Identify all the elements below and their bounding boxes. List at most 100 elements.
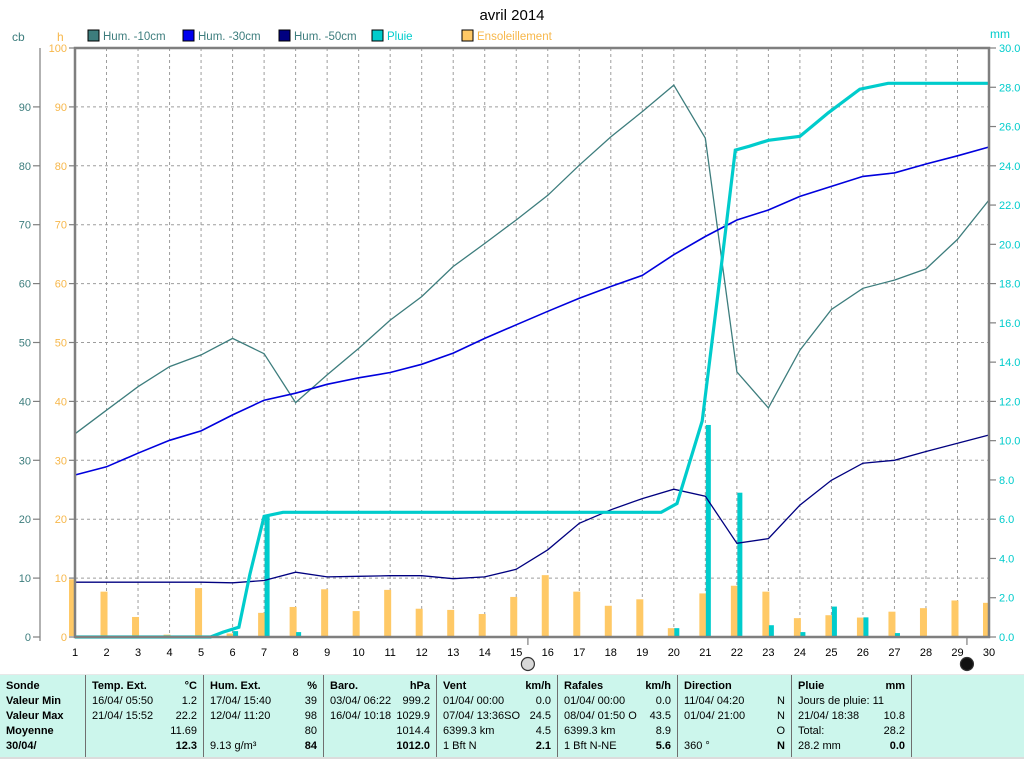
table-cell-row: 11.69 [170,725,197,737]
table-col-vent: Vent km/h 01/04/ 00:00 0.0 07/04/ 13:36SO 24.… [437,675,558,757]
table-col-header: Baro. hPa [330,680,430,692]
svg-text:0: 0 [25,632,31,644]
table-col-rafales: Rafales km/h 01/04/ 00:00 0.0 08/04/ 01:50 O… [558,675,678,757]
table-cell-row: 6399.3 km 8.9 [564,725,671,737]
svg-text:10: 10 [55,573,67,585]
table-cell-row: 01/04/ 00:00 0.0 [564,695,671,707]
svg-text:60: 60 [19,279,31,291]
legend-swatch-0 [87,29,100,42]
svg-text:14: 14 [479,647,491,659]
svg-text:16.0: 16.0 [999,318,1020,330]
svg-text:30: 30 [983,647,995,659]
table-cell-row: 80 [304,725,317,737]
table-row-header: Sonde [6,680,40,692]
moon-marker-new [959,637,975,672]
svg-text:2: 2 [103,647,109,659]
table-cell-row: 16/04/ 05:50 1.2 [92,695,197,707]
table-cell-row: Total: 28.2 [798,725,905,737]
y-axis-mm: 0.0 2.0 4.0 6.0 8.0 10.0 12.0 14.0 16.0 18.0 20.0 2… [989,43,1020,644]
svg-text:18.0: 18.0 [999,279,1020,291]
svg-text:10: 10 [19,573,31,585]
svg-text:20: 20 [55,514,67,526]
table-col-baro: Baro. hPa 03/04/ 06:22 999.2 16/04/ 10:18 102… [324,675,437,757]
legend-label-4: Ensoleillement [477,31,553,43]
axis-unit-mm: mm [990,27,1010,41]
x-axis: 1 2 3 4 5 6 7 8 9 10 11 12 13 14 15 16 17 18 19 20 21 22 23 24 2… [72,647,995,659]
legend-label-0: Hum. -10cm [103,31,166,43]
svg-text:25: 25 [825,647,837,659]
axis-unit-cb: cb [12,30,25,44]
svg-text:70: 70 [55,220,67,232]
table-col-tempext: Temp. Ext. °C 16/04/ 05:50 1.2 21/04/ 15:52 2… [86,675,204,757]
svg-text:80: 80 [55,161,67,173]
moon-marker-full [520,637,536,672]
svg-text:3: 3 [135,647,141,659]
legend-label-3: Pluie [387,31,413,43]
legend-label-1: Hum. -30cm [198,31,261,43]
table-cell-row: 1 Bft N 2.1 [443,740,551,752]
svg-text:24.0: 24.0 [999,161,1020,173]
legend-swatch-1 [182,29,195,42]
table-col-humext: Hum. Ext.% 17/04/ 15:40 39 12/04/ 11:20 98 80… [204,675,324,757]
table-col-header: Hum. Ext.% [210,680,317,692]
svg-text:22.0: 22.0 [999,200,1020,212]
legend: Hum. -10cm Hum. -30cm Hum. -50cm Pluie Ensol… [87,29,553,43]
svg-text:50: 50 [55,338,67,350]
table-col-row-headers: Sonde Valeur Min Valeur Max Moyenne 30/04/ [0,675,86,757]
table-cell-row: 01/04/ 00:00 0.0 [443,695,551,707]
svg-text:8: 8 [293,647,299,659]
legend-label-2: Hum. -50cm [294,31,357,43]
svg-text:80: 80 [19,161,31,173]
series-pluie-cumulative [75,81,989,639]
table-cell-row: Jours de pluie: 11 [798,695,885,707]
svg-text:6.0: 6.0 [999,514,1014,526]
svg-text:100: 100 [49,43,67,55]
svg-text:30: 30 [19,455,31,467]
table-cell-row: 11/04/ 04:20 N [684,695,785,707]
svg-text:19: 19 [636,647,648,659]
svg-text:10.0: 10.0 [999,436,1020,448]
table-col-header: Vent km/h [443,680,551,692]
table-cell-row: 6399.3 km 4.5 [443,725,551,737]
table-row-header: Valeur Max [6,710,64,722]
svg-text:50: 50 [19,338,31,350]
svg-text:40: 40 [55,396,67,408]
svg-text:26.0: 26.0 [999,122,1020,134]
svg-text:21: 21 [699,647,711,659]
svg-text:90: 90 [19,102,31,114]
svg-text:28.0: 28.0 [999,82,1020,94]
svg-text:30: 30 [55,455,67,467]
svg-text:11: 11 [384,647,395,659]
svg-text:12: 12 [416,647,428,659]
chart-plot: 0102030405060708090010203040506070809010… [19,29,1020,672]
svg-text:0.0: 0.0 [999,632,1014,644]
svg-text:1: 1 [72,647,78,659]
plot-frame [73,46,991,639]
chart-title: avril 2014 [479,7,544,24]
svg-text:24: 24 [794,647,806,659]
legend-swatch-3 [371,29,384,42]
svg-text:12.0: 12.0 [999,396,1020,408]
table-cell-row: 01/04/ 21:00 N [684,710,785,722]
series-hum-10cm [74,84,990,435]
svg-text:90: 90 [55,102,67,114]
svg-text:8.0: 8.0 [999,475,1014,487]
svg-text:28: 28 [920,647,932,659]
svg-text:26: 26 [857,647,869,659]
gridlines [75,48,989,637]
svg-text:13: 13 [447,647,459,659]
statistics-table: Sonde Valeur Min Valeur Max Moyenne 30/04/Te… [0,674,1024,759]
series-hum-50cm [75,434,990,584]
table-cell-row: 360 ° N [684,740,785,752]
legend-swatch-2 [278,29,291,42]
svg-text:0: 0 [61,632,67,644]
svg-text:20: 20 [19,514,31,526]
axis-unit-h: h [57,30,64,44]
table-cell-row: 08/04/ 01:50 O 43.5 [564,710,671,722]
svg-text:20: 20 [668,647,680,659]
svg-text:4: 4 [166,647,172,659]
svg-text:60: 60 [55,279,67,291]
table-cell-row: 1 Bft N-NE 5.6 [564,740,671,752]
legend-swatch-4 [461,29,474,42]
